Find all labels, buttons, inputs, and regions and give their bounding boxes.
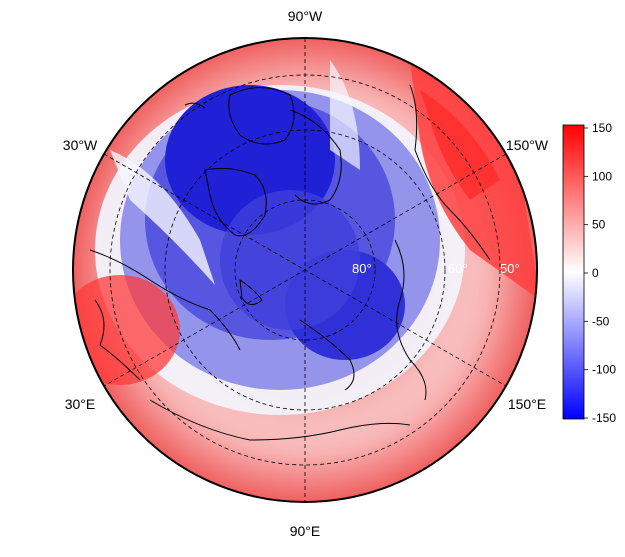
- field-shading: [73, 38, 537, 502]
- lat-label-80: 80°: [352, 261, 372, 276]
- map-boundary: [72, 37, 538, 503]
- colorbar-gradient: [562, 124, 585, 420]
- lon-label-top: 90°W: [288, 8, 323, 24]
- colorbar-tick-label: -150: [592, 411, 616, 425]
- graticule: [103, 38, 507, 502]
- lon-label-lower-left: 30°E: [65, 396, 96, 412]
- colorbar-tick-label: 150: [592, 121, 612, 135]
- lon-label-lower-right: 150°E: [508, 396, 546, 412]
- lon-label-upper-right: 150°W: [506, 137, 549, 153]
- colorbar: 150 100 50 0 -50 -100 -150: [562, 121, 616, 425]
- lon-label-bottom: 90°E: [290, 523, 321, 539]
- lat-label-60: 60°: [448, 261, 468, 276]
- colorbar-ticks: 150 100 50 0 -50 -100 -150: [584, 121, 616, 425]
- meridian-150w-30e: [103, 153, 507, 387]
- colorbar-tick-label: -100: [592, 363, 616, 377]
- colorbar-tick-label: -50: [592, 314, 610, 328]
- lon-label-upper-left: 30°W: [63, 137, 98, 153]
- colorbar-tick-label: 50: [592, 218, 606, 232]
- colorbar-tick-label: 100: [592, 169, 612, 183]
- colorbar-tick-label: 0: [592, 266, 599, 280]
- lat-label-50: 50°: [500, 261, 520, 276]
